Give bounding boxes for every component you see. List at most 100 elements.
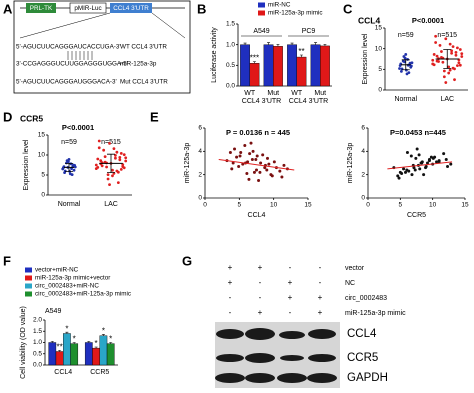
box-label: CCL4 3'UTR: [113, 5, 149, 12]
sign: -: [259, 278, 262, 287]
dot: [454, 50, 458, 54]
dot: [70, 173, 74, 177]
x-tick-label: WT: [244, 90, 256, 97]
dot: [440, 50, 443, 53]
panel-label: G: [182, 253, 192, 268]
point: [446, 165, 450, 168]
x-tick-label: 0: [203, 202, 207, 209]
point: [417, 153, 421, 157]
dot: [458, 48, 462, 51]
sd-bar: [65, 163, 73, 172]
dot: [435, 54, 439, 58]
bar: [63, 333, 71, 366]
bar: [106, 343, 115, 366]
y-tick-label: 1.5: [33, 328, 42, 335]
zoom-line: [151, 12, 186, 39]
dot: [404, 53, 408, 56]
sequence-label: Mut CCL4 3'UTR: [120, 79, 168, 86]
dot: [103, 155, 107, 159]
y-tick-label: 2.0: [33, 317, 42, 324]
construct-diagram: PRL-TK pMIR-Luc CCL4 3'UTR 5'-AGUCUUCAGG…: [13, 0, 191, 94]
x-tick-label: LAC: [440, 96, 454, 103]
dot: [116, 170, 120, 174]
chart-title: A549: [45, 308, 61, 315]
point: [261, 153, 265, 157]
point: [424, 166, 428, 170]
panel-label: B: [197, 1, 206, 16]
y-axis-label: Luciferase activity: [211, 27, 218, 83]
y-tick-label: 0.0: [226, 83, 235, 90]
point: [235, 155, 239, 159]
dot: [453, 78, 456, 82]
sign: -: [229, 293, 232, 302]
sign: +: [288, 278, 293, 287]
band-label: CCL4: [347, 328, 377, 340]
dot: [96, 157, 100, 161]
significance-label: ***: [250, 54, 259, 63]
dot: [119, 168, 123, 171]
x-tick-label: Normal: [58, 201, 81, 208]
bar: [310, 44, 321, 87]
dot: [106, 177, 110, 181]
bar: [263, 44, 274, 87]
group-label: A549: [253, 28, 269, 35]
legend-label: vector+miR-NC: [35, 267, 79, 274]
legend-swatch: [25, 275, 32, 281]
bar: [55, 351, 64, 366]
error-bar: [94, 346, 98, 349]
sign: +: [318, 293, 323, 302]
x-tick-label: 5: [399, 202, 403, 209]
dot: [106, 173, 110, 177]
y-axis-label: Cell viability (OD value): [20, 306, 27, 379]
point: [254, 158, 258, 161]
sign: +: [228, 278, 233, 287]
n-label: n=515: [101, 139, 121, 146]
point: [429, 155, 433, 159]
x-tick-label: 0: [366, 202, 370, 209]
y-tick-label: 0.5: [226, 62, 235, 69]
y-tick-label: 1.0: [33, 339, 42, 346]
band-label: GAPDH: [347, 372, 388, 384]
significance-label: *: [102, 327, 105, 336]
dot: [441, 60, 445, 64]
x-tick-label: Mut: [314, 90, 326, 97]
band-label: CCR5: [347, 352, 378, 364]
point: [414, 156, 418, 160]
error-bar: [87, 341, 91, 343]
condition-label: miR-125a-3p mimic: [345, 310, 406, 317]
y-tick-label: 1.0: [226, 41, 235, 48]
dot: [121, 163, 125, 167]
point: [444, 158, 448, 161]
dot: [114, 154, 117, 157]
dot: [105, 165, 108, 169]
error-bar: [109, 342, 113, 344]
dot: [72, 168, 76, 172]
y-tick-label: 0.5: [33, 350, 42, 357]
significance-label: *: [95, 339, 98, 348]
x-tick-label: Normal: [394, 96, 417, 103]
point: [272, 160, 276, 164]
dot: [115, 150, 119, 154]
dot: [442, 75, 446, 79]
point: [278, 169, 282, 173]
n-label: n=59: [398, 32, 414, 39]
dot: [460, 52, 464, 56]
bar: [92, 347, 100, 366]
dot: [124, 156, 128, 160]
point: [249, 141, 253, 145]
error-bar: [50, 341, 54, 343]
dot: [66, 160, 70, 164]
y-tick-label: 15: [375, 25, 383, 32]
sign: -: [319, 278, 322, 287]
legend-swatch: [25, 267, 32, 273]
point: [239, 151, 243, 154]
y-tick-label: 6: [361, 125, 365, 132]
y-tick-label: 15: [38, 132, 46, 139]
legend-label: miR-125a-3p mimic: [268, 10, 323, 17]
dot: [444, 37, 448, 41]
point: [243, 144, 247, 147]
point: [405, 151, 409, 154]
point: [418, 167, 422, 171]
